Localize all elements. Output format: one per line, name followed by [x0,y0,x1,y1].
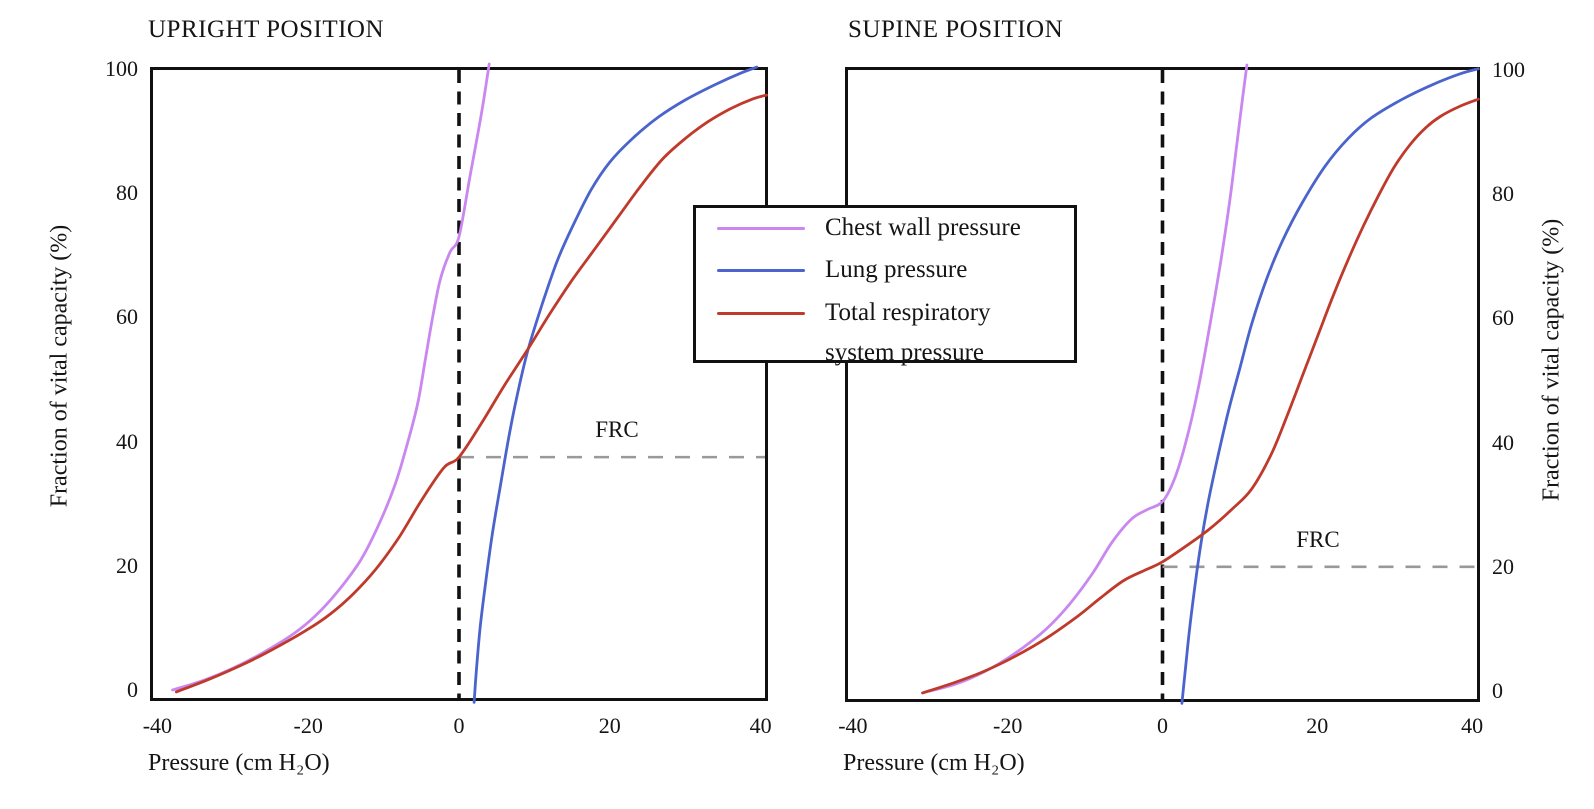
chest-wall-curve [921,63,1249,695]
lung-curve [1180,67,1480,705]
supine-y-axis-label: Fraction of vital capacity (%) [1538,218,1565,502]
y-tick-label: 0 [1492,678,1503,703]
chest-wall-curve [171,62,491,692]
supine-x-axis-label: Pressure (cm H₂O) [843,750,1025,776]
y-tick-label: 20 [1492,553,1514,579]
total-respiratory-legend-label-line1: Total respiratory [825,299,991,326]
legend-row-chest-wall: Chest wall pressure [717,213,1021,243]
legend-row-lung: Lung pressure [717,255,967,285]
legend-row-total-cont: system pressure [717,338,984,368]
y-tick-label: 40 [1492,429,1514,455]
total-respiratory-curve [921,97,1480,695]
total-respiratory-line-swatch [717,311,805,315]
x-tick-label: 40 [1461,713,1484,738]
plot-border [150,67,768,701]
lung-line-swatch [717,268,805,272]
y-tick-label: 20 [116,552,138,578]
upright-x-axis-label: Pressure (cm H₂O) [148,750,330,776]
lung-legend-label: Lung pressure [825,256,968,283]
x-tick-label: 20 [598,713,621,738]
legend: Chest wall pressure Lung pressure Total … [693,205,1077,366]
chest-wall-line-swatch [717,226,805,230]
x-tick-label: 20 [1306,713,1329,738]
lung-curve [472,65,759,704]
x-tick-label: 0 [1157,713,1168,738]
plot-border [845,67,1480,702]
y-tick-label: 100 [1492,57,1525,82]
y-tick-label: 80 [1492,181,1514,207]
total-respiratory-legend-label-line2: system pressure [825,339,984,366]
x-tick-label: 0 [453,713,465,738]
total-respiratory-curve [174,93,768,694]
x-tick-label: -40 [838,713,868,738]
x-tick-label: 40 [749,713,772,738]
y-tick-label: 80 [116,180,138,206]
chest-wall-legend-label: Chest wall pressure [825,214,1021,241]
y-tick-label: 40 [116,428,138,454]
upright-frc-label: FRC [595,417,639,442]
legend-spacer [717,352,805,355]
supine-chart-title: SUPINE POSITION [848,16,1064,43]
x-tick-label: -20 [993,713,1023,738]
x-tick-label: -20 [293,713,323,738]
y-tick-label: 60 [116,304,138,330]
y-tick-label: 60 [1492,305,1514,331]
supine-frc-label: FRC [1296,527,1340,552]
y-tick-label: 100 [105,56,138,81]
upright-plot-area [150,62,768,704]
supine-plot-area [845,63,1480,705]
x-tick-label: -40 [142,713,173,738]
upright-chart-title: UPRIGHT POSITION [148,16,385,43]
upright-y-axis-label: Fraction of vital capacity (%) [46,224,73,508]
y-tick-label: 0 [127,677,138,702]
legend-row-total: Total respiratory [717,298,991,328]
